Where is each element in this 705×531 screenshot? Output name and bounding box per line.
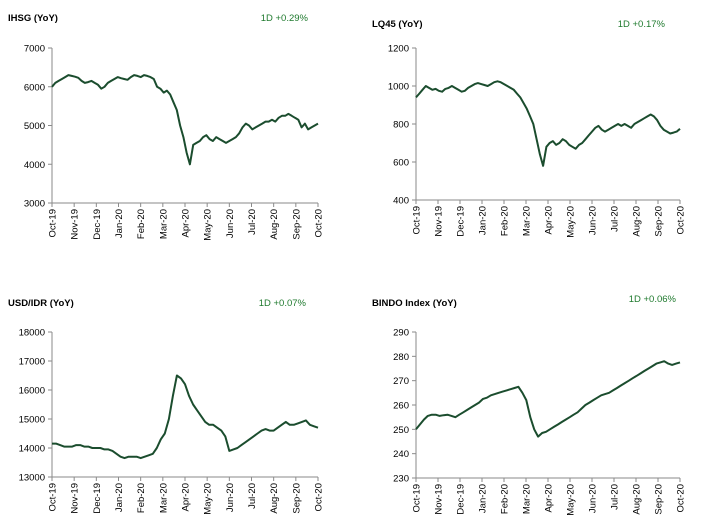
x-tick-label: May-20 [203, 209, 214, 241]
x-tick-label: Oct-20 [314, 209, 325, 238]
x-tick-label: Apr-20 [544, 206, 555, 235]
x-tick-label: Dec-19 [92, 483, 103, 514]
daily-change-label: 1D +0.06% [629, 294, 677, 305]
x-tick-label: Jul-20 [247, 209, 258, 235]
x-tick-label: Jun-20 [588, 484, 599, 513]
x-tick-label: Feb-20 [136, 209, 147, 239]
y-tick-label: 400 [393, 196, 409, 207]
x-tick-label: Jul-20 [610, 484, 621, 510]
x-tick-label: Jan-20 [478, 206, 489, 235]
y-tick-label: 18000 [19, 328, 45, 339]
x-tick-label: Nov-19 [70, 483, 81, 514]
x-tick-label: Oct-19 [412, 484, 423, 513]
x-tick-label: Mar-20 [522, 484, 533, 514]
x-tick-label: Dec-19 [456, 484, 467, 515]
series-line-1 [52, 374, 319, 460]
x-tick-label: Oct-19 [412, 206, 423, 235]
y-tick-label: 280 [393, 352, 409, 363]
x-tick-label: Sep-20 [654, 206, 665, 237]
y-tick-label: 290 [393, 328, 409, 339]
chart-panel-3: USD/IDR (YoY) 1D +0.07% 13000 14000 15000 160… [8, 298, 325, 515]
x-tick-label: Oct-20 [676, 206, 687, 235]
x-tick-label: Jul-20 [610, 206, 621, 232]
x-tick-label: Feb-20 [500, 206, 511, 236]
x-tick-label: May-20 [566, 484, 577, 516]
x-tick-label: May-20 [203, 483, 214, 515]
x-tick-label: Apr-20 [544, 484, 555, 513]
x-tick-label: Aug-20 [269, 209, 280, 240]
chart-panel-2: LQ45 (YoY) 1D +0.17% 400 600 800 1000 1200 Oct-… [372, 19, 687, 238]
y-tick-label: 15000 [19, 415, 45, 426]
x-tick-label: Mar-20 [158, 483, 169, 513]
y-tick-label: 1000 [388, 82, 409, 93]
x-tick-label: Oct-20 [676, 484, 687, 513]
x-tick-label: Mar-20 [158, 209, 169, 239]
y-tick-label: 270 [393, 376, 409, 387]
x-tick-label: Sep-20 [291, 483, 302, 514]
y-tick-label: 3000 [24, 199, 45, 210]
series-line-1 [415, 80, 681, 167]
y-tick-label: 6000 [24, 82, 45, 93]
x-tick-label: Jan-20 [114, 483, 125, 512]
x-tick-label: Sep-20 [654, 484, 665, 515]
x-tick-label: Jan-20 [114, 209, 125, 238]
y-tick-label: 17000 [19, 357, 45, 368]
x-tick-label: Apr-20 [181, 483, 192, 512]
x-tick-label: Jun-20 [588, 206, 599, 235]
chart-title: USD/IDR (YoY) [8, 298, 74, 309]
chart-title: IHSG (YoY) [8, 13, 58, 24]
x-tick-label: Nov-19 [434, 484, 445, 515]
chart-title: LQ45 (YoY) [372, 19, 423, 30]
y-tick-label: 5000 [24, 121, 45, 132]
chart-panel-1: IHSG (YoY) 1D +0.29% 3000 4000 5000 6000 7000 O… [8, 13, 325, 241]
y-tick-label: 230 [393, 474, 409, 485]
x-tick-label: Nov-19 [434, 206, 445, 237]
x-tick-label: Jan-20 [478, 484, 489, 513]
series-line-1 [51, 74, 319, 166]
y-tick-label: 14000 [19, 444, 45, 455]
x-tick-label: Oct-19 [48, 209, 59, 238]
x-tick-label: Apr-20 [181, 209, 192, 238]
x-tick-label: Jul-20 [247, 483, 258, 509]
x-tick-label: Jun-20 [225, 483, 236, 512]
y-tick-label: 260 [393, 401, 409, 412]
x-tick-label: May-20 [566, 206, 577, 238]
x-tick-label: Aug-20 [632, 484, 643, 515]
y-tick-label: 250 [393, 425, 409, 436]
x-tick-label: Jun-20 [225, 209, 236, 238]
x-tick-label: Aug-20 [269, 483, 280, 514]
y-tick-label: 1200 [388, 44, 409, 55]
y-tick-label: 13000 [19, 473, 45, 484]
x-tick-label: Nov-19 [70, 209, 81, 240]
y-tick-label: 4000 [24, 160, 45, 171]
chart-title: BINDO Index (YoY) [372, 298, 457, 309]
x-tick-label: Sep-20 [291, 209, 302, 240]
y-tick-label: 16000 [19, 386, 45, 397]
x-tick-label: Oct-19 [48, 483, 59, 512]
y-tick-label: 240 [393, 449, 409, 460]
chart-panel-4: BINDO Index (YoY) 1D +0.06% 230 240 250 260 27… [372, 294, 687, 516]
daily-change-label: 1D +0.29% [261, 13, 309, 24]
y-tick-label: 800 [393, 120, 409, 131]
x-tick-label: Dec-19 [456, 206, 467, 237]
x-tick-label: Aug-20 [632, 206, 643, 237]
x-tick-label: Oct-20 [314, 483, 325, 512]
series-line-1 [415, 360, 681, 438]
y-tick-label: 600 [393, 158, 409, 169]
daily-change-label: 1D +0.17% [618, 19, 666, 30]
x-tick-label: Feb-20 [136, 483, 147, 513]
x-tick-label: Dec-19 [92, 209, 103, 240]
daily-change-label: 1D +0.07% [259, 298, 307, 309]
y-tick-label: 7000 [24, 44, 45, 55]
x-tick-label: Feb-20 [500, 484, 511, 514]
x-tick-label: Mar-20 [522, 206, 533, 236]
